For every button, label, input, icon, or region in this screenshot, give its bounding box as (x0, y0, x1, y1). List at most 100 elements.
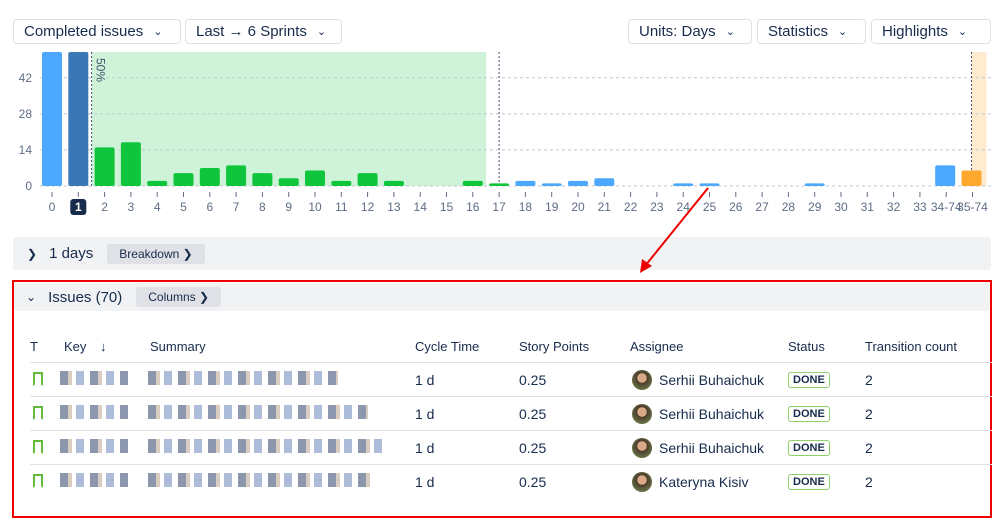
range-dropdown[interactable]: Last → 6 Sprints ⌄ (185, 19, 342, 44)
summary-redacted[interactable] (148, 473, 373, 487)
chevron-down-icon: ⌄ (26, 290, 37, 304)
highlights-dropdown[interactable]: Highlights ⌄ (871, 19, 991, 44)
assignee-name[interactable]: Serhii Buhaichuk (659, 406, 765, 422)
x-tick-label: 18 (519, 200, 533, 214)
bar-5[interactable] (173, 173, 194, 186)
assignee-name[interactable]: Serhii Buhaichuk (659, 440, 765, 456)
breakdown-panel[interactable]: ❯ 1 days Breakdown ❯ (13, 237, 991, 270)
summary-redacted[interactable] (148, 371, 338, 385)
y-tick-label: 0 (25, 179, 32, 193)
table-row[interactable]: 1 d 0.25 Serhii Buhaichuk DONE 2 (30, 430, 992, 464)
x-tick-label: 3 (128, 200, 135, 214)
bar-8[interactable] (252, 173, 273, 186)
bar-9[interactable] (278, 178, 299, 186)
bar-24[interactable] (673, 183, 694, 186)
bar-2[interactable] (94, 147, 115, 186)
story-bookmark-icon (33, 474, 43, 488)
bar-4[interactable] (147, 180, 168, 186)
column-assignee[interactable]: Assignee (630, 339, 684, 354)
avatar (632, 404, 652, 424)
x-tick-label: 8 (259, 200, 266, 214)
avatar (632, 438, 652, 458)
bar-21[interactable] (594, 178, 615, 186)
assignee-name[interactable]: Kateryna Kisiv (659, 474, 749, 490)
bar-13[interactable] (383, 180, 404, 186)
table-row[interactable]: 1 d 0.25 Kateryna Kisiv DONE 2 (30, 464, 992, 498)
transition-count: 2 (865, 406, 873, 422)
x-tick-label: 1 (75, 200, 82, 214)
issue-key-redacted[interactable] (60, 371, 128, 385)
chevron-down-icon: ⌄ (153, 26, 163, 38)
breakdown-title: 1 days (49, 245, 94, 262)
column-type[interactable]: T (30, 339, 38, 354)
column-transition-count[interactable]: Transition count (865, 339, 958, 354)
percentile-band (91, 52, 487, 186)
story-bookmark-icon (33, 406, 43, 420)
bar-25[interactable] (699, 183, 720, 186)
x-tick-label: 13 (387, 200, 401, 214)
column-story-points[interactable]: Story Points (519, 339, 590, 354)
percentile-label: 50% (94, 58, 108, 82)
cycle-time: 1 d (415, 372, 435, 388)
breakdown-button[interactable]: Breakdown ❯ (107, 243, 205, 264)
x-tick-label: 19 (545, 200, 559, 214)
transition-count: 2 (865, 372, 873, 388)
x-tick-label: 32 (887, 200, 901, 214)
bar-12[interactable] (357, 173, 378, 186)
story-points: 0.25 (519, 406, 547, 422)
x-tick-label: 16 (466, 200, 480, 214)
issue-key-redacted[interactable] (60, 439, 128, 453)
bar-3[interactable] (120, 142, 141, 186)
x-tick-label: 33 (913, 200, 927, 214)
column-summary[interactable]: Summary (150, 339, 206, 354)
x-tick-label: 24 (677, 200, 691, 214)
x-tick-label: 31 (861, 200, 875, 214)
columns-button-label: Columns (148, 290, 196, 304)
y-tick-label: 42 (19, 71, 33, 85)
statistics-dropdown[interactable]: Statistics ⌄ (757, 19, 866, 44)
x-tick-label: 25 (703, 200, 717, 214)
summary-redacted[interactable] (148, 405, 368, 419)
issues-panel-header[interactable]: ⌄ Issues (70) Columns ❯ (14, 283, 990, 311)
bar-0[interactable] (42, 52, 62, 186)
bar-19[interactable] (541, 183, 562, 186)
bar-1[interactable] (68, 52, 89, 186)
x-tick-label: 4 (154, 200, 161, 214)
columns-button[interactable]: Columns ❯ (136, 287, 222, 307)
bar-11[interactable] (331, 180, 352, 186)
bar-34-74[interactable] (935, 165, 956, 186)
bar-35-74[interactable] (961, 170, 982, 186)
bar-10[interactable] (305, 170, 325, 186)
column-cycle-time[interactable]: Cycle Time (415, 339, 480, 354)
column-status[interactable]: Status (788, 339, 825, 354)
table-row[interactable]: 1 d 0.25 Serhii Buhaichuk DONE 2 (30, 396, 992, 430)
x-tick-label: 21 (598, 200, 612, 214)
bar-20[interactable] (568, 180, 588, 186)
cycle-time: 1 d (415, 474, 435, 490)
bar-6[interactable] (199, 167, 220, 186)
breakdown-button-label: Breakdown (119, 246, 180, 261)
bar-18[interactable] (515, 180, 536, 186)
avatar (632, 472, 652, 492)
units-dropdown[interactable]: Units: Days ⌄ (628, 19, 752, 44)
bar-7[interactable] (226, 165, 247, 186)
issue-key-redacted[interactable] (60, 473, 128, 487)
x-tick-label: 29 (808, 200, 822, 214)
selected-category-marker (70, 199, 87, 215)
table-row[interactable]: 1 d 0.25 Serhii Buhaichuk DONE 2 (30, 362, 992, 396)
issue-key-redacted[interactable] (60, 405, 128, 419)
issue-type-dropdown[interactable]: Completed issues ⌄ (13, 19, 181, 44)
x-tick-label: 2 (101, 200, 108, 214)
x-tick-label: 0 (49, 200, 56, 214)
x-tick-label: 9 (285, 200, 292, 214)
x-tick-label: 6 (206, 200, 213, 214)
bar-17[interactable] (489, 183, 510, 186)
bar-16[interactable] (462, 180, 483, 186)
column-key[interactable]: Key ↓ (64, 339, 107, 354)
assignee-name[interactable]: Serhii Buhaichuk (659, 372, 765, 388)
y-tick-label: 28 (19, 107, 33, 121)
summary-redacted[interactable] (148, 439, 388, 453)
bar-29[interactable] (804, 183, 825, 186)
issues-title: Issues (70) (48, 288, 123, 306)
